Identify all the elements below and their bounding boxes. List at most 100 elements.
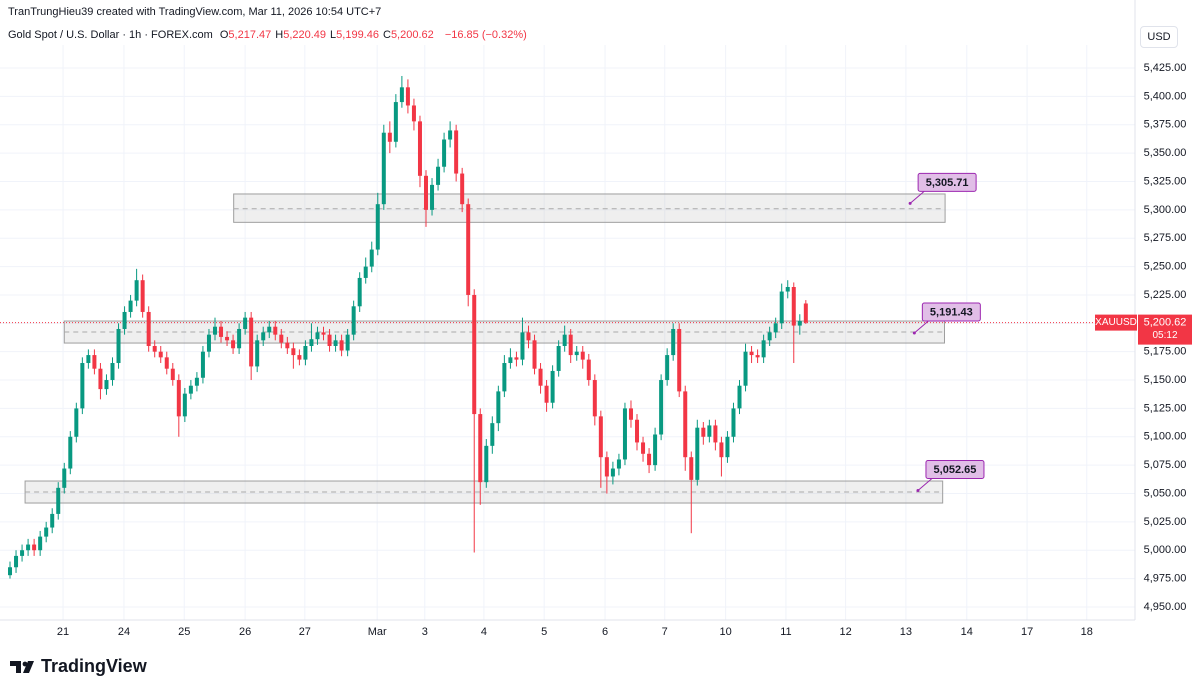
y-tick-label: 5,400.00 <box>1144 90 1187 102</box>
candle-body <box>460 173 465 205</box>
candle-body <box>182 393 187 417</box>
candle-body <box>321 332 326 335</box>
candle-body <box>622 408 627 460</box>
candle-body <box>508 357 513 364</box>
x-tick-label: 24 <box>118 626 130 638</box>
currency-button[interactable]: USD <box>1140 26 1178 48</box>
candle-body <box>689 457 694 480</box>
candle-body <box>725 436 730 458</box>
candle-body <box>520 332 525 360</box>
symbol: Gold Spot / U.S. Dollar · 1h · FOREX.com <box>8 29 213 41</box>
y-tick-label: 5,350.00 <box>1144 147 1187 159</box>
candle-body <box>785 287 790 292</box>
candle-body <box>38 536 43 551</box>
candle-body <box>713 425 718 443</box>
candle-body <box>610 468 615 477</box>
candle-body <box>695 427 700 480</box>
candle-body <box>586 359 591 381</box>
candle-body <box>454 130 459 174</box>
candle-body <box>544 385 549 403</box>
candle-body <box>472 294 477 415</box>
candle-body <box>327 334 332 347</box>
candle-body <box>104 380 109 390</box>
y-tick-label: 4,975.00 <box>1144 572 1187 584</box>
callout-pointer <box>917 478 933 491</box>
callout-label: 5,052.65 <box>934 464 977 476</box>
candle-body <box>74 408 79 437</box>
candle-body <box>442 139 447 167</box>
x-tick-label: 3 <box>422 626 428 638</box>
candle-body <box>291 348 296 356</box>
candle-body <box>659 380 664 435</box>
candle-body <box>176 380 181 417</box>
ohlc-key: O <box>219 29 229 41</box>
candle-body <box>755 355 760 358</box>
x-tick-label: 12 <box>839 626 851 638</box>
x-tick-label: 25 <box>178 626 190 638</box>
callout-anchor <box>908 201 912 205</box>
y-tick-label: 5,025.00 <box>1144 516 1187 528</box>
candle-body <box>231 340 236 349</box>
candle-body <box>56 487 61 514</box>
ohlc: O5,217.47 H5,220.49 L5,199.46 C5,200.62 <box>220 29 438 41</box>
callout-anchor <box>916 488 920 492</box>
candle-body <box>194 377 199 386</box>
callout-anchor <box>912 331 916 335</box>
candle-body <box>719 442 724 458</box>
candle-body <box>490 423 495 446</box>
candle-body <box>496 391 501 424</box>
logo: TradingView <box>10 656 147 677</box>
candle-body <box>333 340 338 347</box>
x-tick-label: 10 <box>720 626 732 638</box>
candle-body <box>285 342 290 349</box>
candle-body <box>635 419 640 443</box>
candle-body <box>20 550 25 556</box>
candle-body <box>592 380 597 417</box>
x-tick-label: 7 <box>662 626 668 638</box>
candle-body <box>14 555 19 568</box>
countdown-label: 05:12 <box>1152 330 1177 341</box>
logo-icon <box>10 660 34 673</box>
candle-body <box>128 300 133 312</box>
candle-body <box>345 334 350 351</box>
candle-body <box>430 184 435 210</box>
candle-body <box>773 323 778 333</box>
candle-body <box>387 132 392 142</box>
y-tick-label: 5,125.00 <box>1144 402 1187 414</box>
candle-body <box>665 355 670 381</box>
candle-body <box>273 326 278 335</box>
candle-body <box>779 291 784 324</box>
y-tick-label: 5,250.00 <box>1144 260 1187 272</box>
candle-body <box>381 132 386 205</box>
x-tick-label: 17 <box>1021 626 1033 638</box>
x-tick-label: 6 <box>602 626 608 638</box>
ohlc-key: H <box>275 29 284 41</box>
candle-body <box>219 326 224 337</box>
candle-body <box>279 334 284 343</box>
y-tick-label: 5,100.00 <box>1144 431 1187 443</box>
y-tick-label: 5,050.00 <box>1144 487 1187 499</box>
candle-body <box>399 87 404 103</box>
candle-body <box>375 204 380 250</box>
callout-label: 5,191.43 <box>930 306 973 318</box>
candle-body <box>701 427 706 437</box>
candle-body <box>683 391 688 458</box>
candle-body <box>574 351 579 356</box>
candle-body <box>80 363 85 409</box>
candle-body <box>628 408 633 420</box>
y-tick-label: 5,225.00 <box>1144 289 1187 301</box>
candle-body <box>526 332 531 341</box>
x-tick-label: 26 <box>239 626 251 638</box>
candle-body <box>158 351 163 358</box>
candle-body <box>743 351 748 386</box>
candle-body <box>598 416 603 458</box>
candle-body <box>351 306 356 335</box>
candle-body <box>550 370 555 403</box>
candle-body <box>484 445 489 483</box>
symbol-tag <box>1095 314 1137 331</box>
callout-box <box>917 172 977 192</box>
callout-box <box>925 459 985 479</box>
x-tick-label: 27 <box>299 626 311 638</box>
candle-body <box>502 363 507 392</box>
